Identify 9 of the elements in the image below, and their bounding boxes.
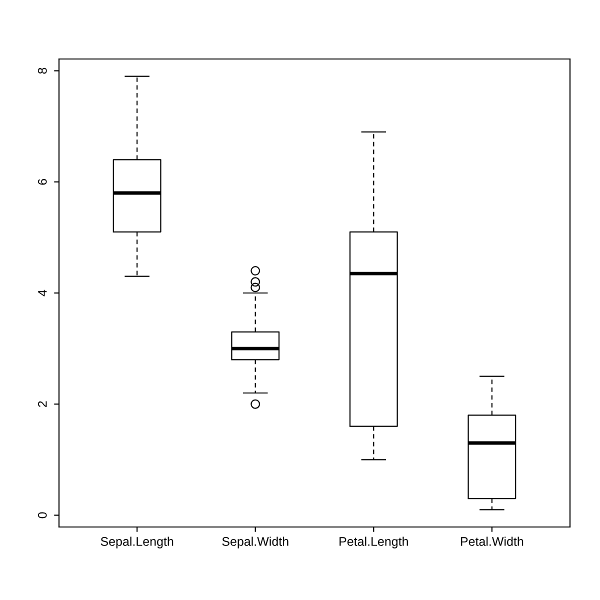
x-tick-label: Petal.Width [461, 536, 524, 546]
x-tick-label: Sepal.Width [222, 536, 288, 548]
y-tick-label: 0 [38, 512, 47, 518]
y-tick-label: 8 [38, 68, 47, 74]
x-tick-label: Sepal.Length [100, 536, 174, 548]
y-tick-label: 2 [38, 401, 47, 407]
y-tick-label: 6 [38, 178, 47, 185]
x-tick-label: Petal.Length [340, 536, 408, 548]
y-tick-label: 4 [38, 290, 47, 296]
